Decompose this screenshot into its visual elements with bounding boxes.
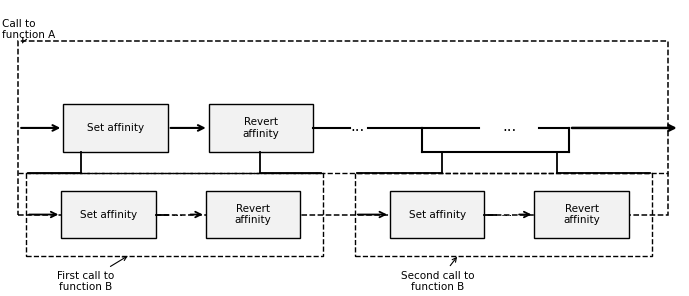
Bar [63, 104, 167, 152]
Text: ...: ... [172, 206, 184, 219]
Text: Set affinity: Set affinity [409, 210, 466, 220]
Bar [61, 191, 156, 238]
Text: ...: ... [351, 118, 365, 133]
Text: Set affinity: Set affinity [80, 210, 137, 220]
Text: ...: ... [502, 118, 517, 133]
Bar [355, 173, 652, 256]
Text: ...: ... [500, 206, 513, 219]
Text: Set affinity: Set affinity [87, 123, 144, 133]
Text: First call to
function B: First call to function B [57, 257, 127, 292]
Bar [205, 191, 300, 238]
Bar [19, 41, 668, 215]
Text: Second call to
function B: Second call to function B [401, 258, 475, 292]
Bar [390, 191, 484, 238]
Text: Revert
affinity: Revert affinity [563, 204, 600, 225]
Text: Revert
affinity: Revert affinity [243, 117, 279, 139]
Text: Revert
affinity: Revert affinity [234, 204, 271, 225]
Bar [26, 173, 323, 256]
Bar [534, 191, 629, 238]
Text: Call to
function A: Call to function A [2, 19, 56, 43]
Bar [209, 104, 313, 152]
